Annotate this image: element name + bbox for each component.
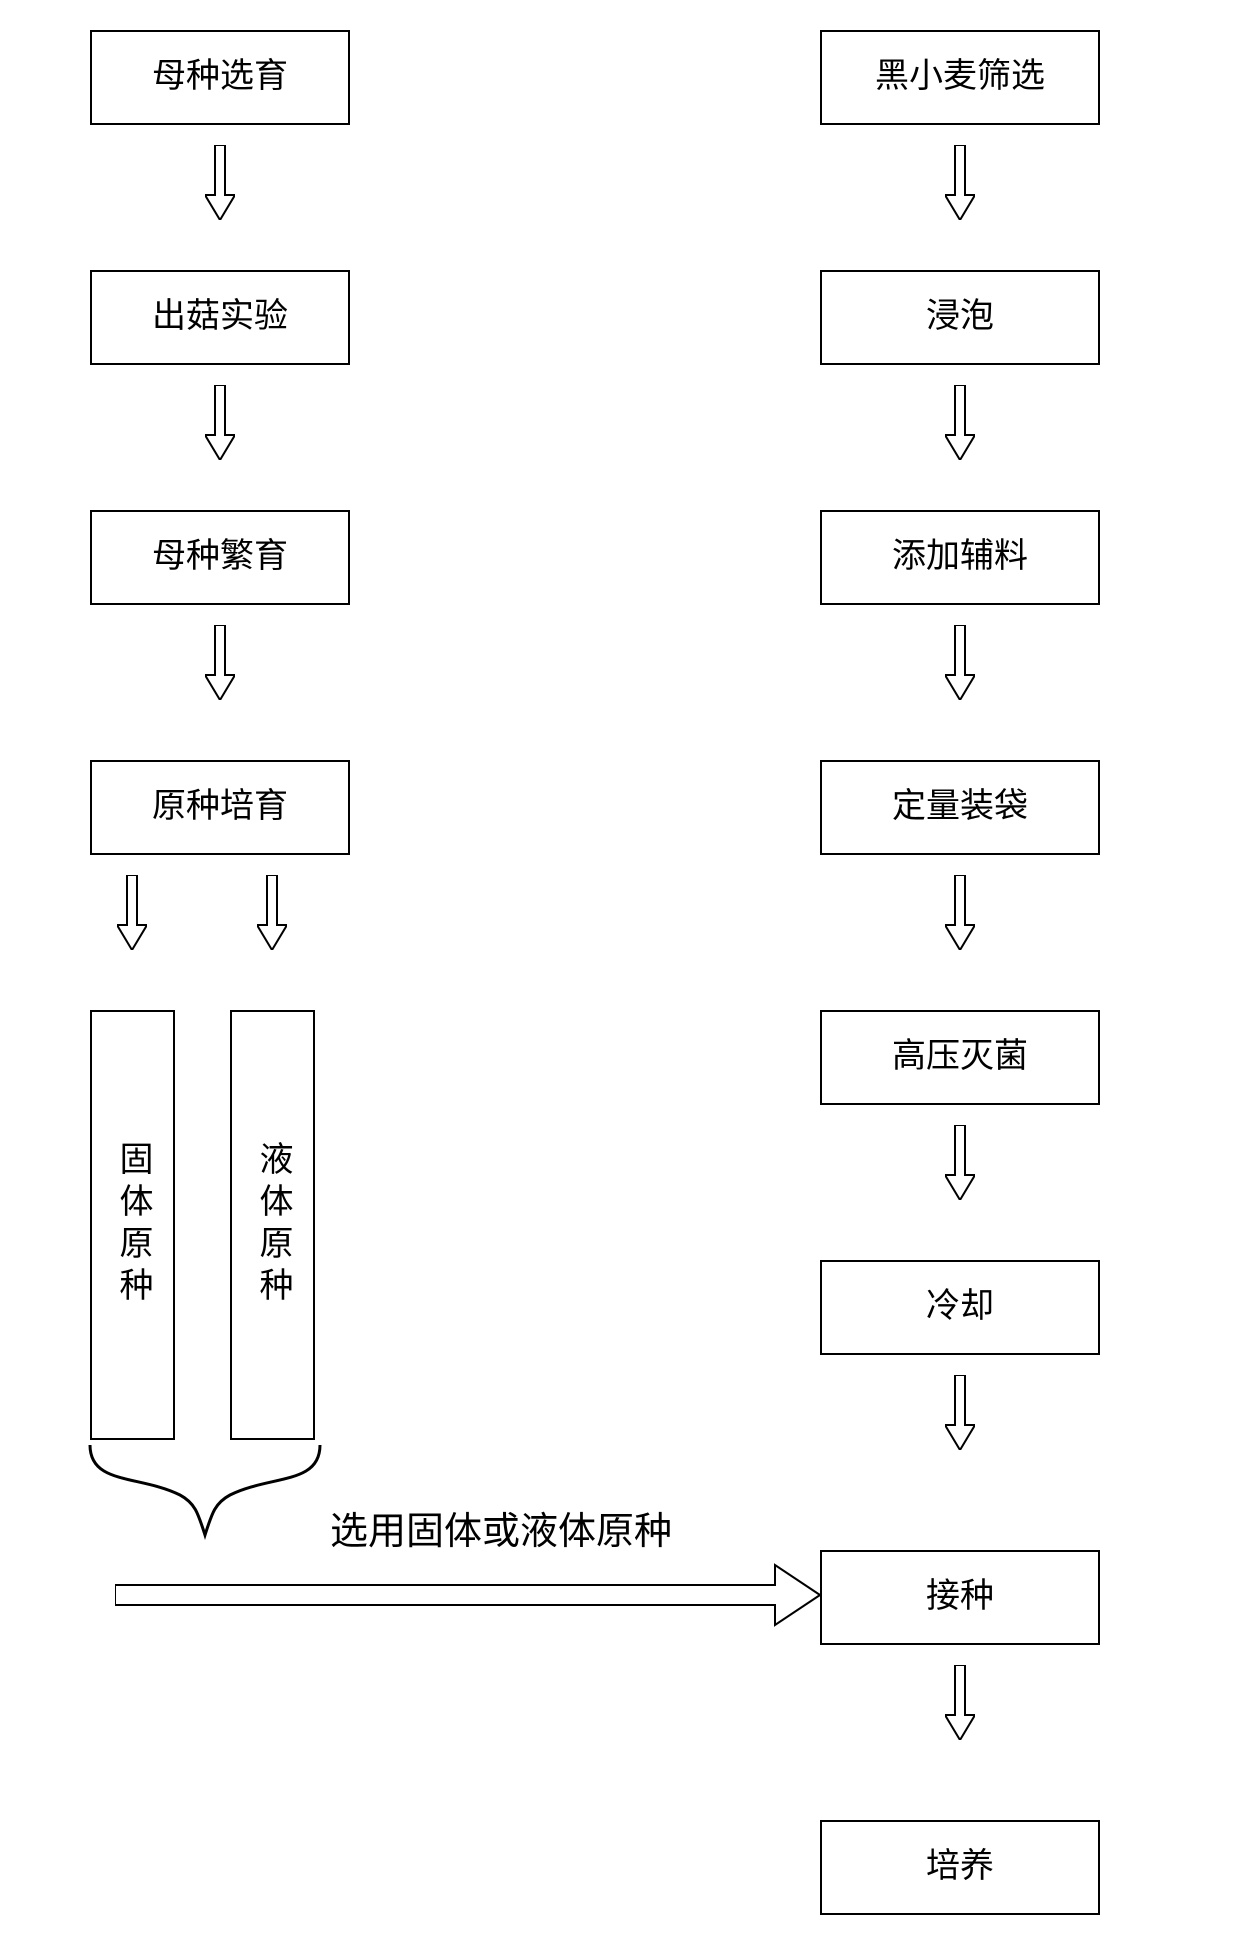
node-label: 接种: [926, 1577, 994, 1618]
arrow-down-icon: [945, 625, 975, 700]
node-label: 高压灭菌: [892, 1037, 1028, 1078]
node-stock-cultivation: 原种培育: [90, 760, 350, 855]
node-label: 固体原种: [108, 1141, 157, 1309]
arrow-down-icon: [205, 625, 235, 700]
node-label: 定量装袋: [892, 787, 1028, 828]
arrow-down-icon: [205, 145, 235, 220]
arrow-down-icon: [945, 1665, 975, 1740]
node-inoculation: 接种: [820, 1550, 1100, 1645]
node-liquid-stock: 液体原种: [230, 1010, 315, 1440]
node-mother-selection: 母种选育: [90, 30, 350, 125]
node-label: 出菇实验: [152, 297, 288, 338]
node-label: 液体原种: [248, 1141, 297, 1309]
connector-line: [110, 1530, 122, 1570]
caption-select-stock: 选用固体或液体原种: [330, 1500, 672, 1555]
arrow-right-icon: [115, 1560, 820, 1630]
node-label: 浸泡: [926, 297, 994, 338]
node-fruiting-test: 出菇实验: [90, 270, 350, 365]
arrow-down-icon: [257, 875, 287, 950]
node-label: 培养: [926, 1847, 994, 1888]
arrow-down-icon: [945, 1125, 975, 1200]
node-label: 黑小麦筛选: [875, 57, 1045, 98]
node-label: 母种选育: [152, 57, 288, 98]
arrow-down-icon: [945, 385, 975, 460]
node-solid-stock: 固体原种: [90, 1010, 175, 1440]
node-add-auxiliary: 添加辅料: [820, 510, 1100, 605]
node-autoclave: 高压灭菌: [820, 1010, 1100, 1105]
caption-text: 选用固体或液体原种: [330, 1511, 672, 1553]
arrow-down-icon: [945, 1375, 975, 1450]
arrow-down-icon: [117, 875, 147, 950]
node-culture: 培养: [820, 1820, 1100, 1915]
node-quantitative-bagging: 定量装袋: [820, 760, 1100, 855]
node-soaking: 浸泡: [820, 270, 1100, 365]
node-mother-breeding: 母种繁育: [90, 510, 350, 605]
node-label: 添加辅料: [892, 537, 1028, 578]
node-label: 母种繁育: [152, 537, 288, 578]
arrow-down-icon: [945, 875, 975, 950]
node-label: 冷却: [926, 1287, 994, 1328]
brace-icon: [80, 1445, 330, 1540]
arrow-down-icon: [205, 385, 235, 460]
arrow-down-icon: [945, 145, 975, 220]
node-label: 原种培育: [152, 787, 288, 828]
node-black-wheat-screening: 黑小麦筛选: [820, 30, 1100, 125]
node-cooling: 冷却: [820, 1260, 1100, 1355]
